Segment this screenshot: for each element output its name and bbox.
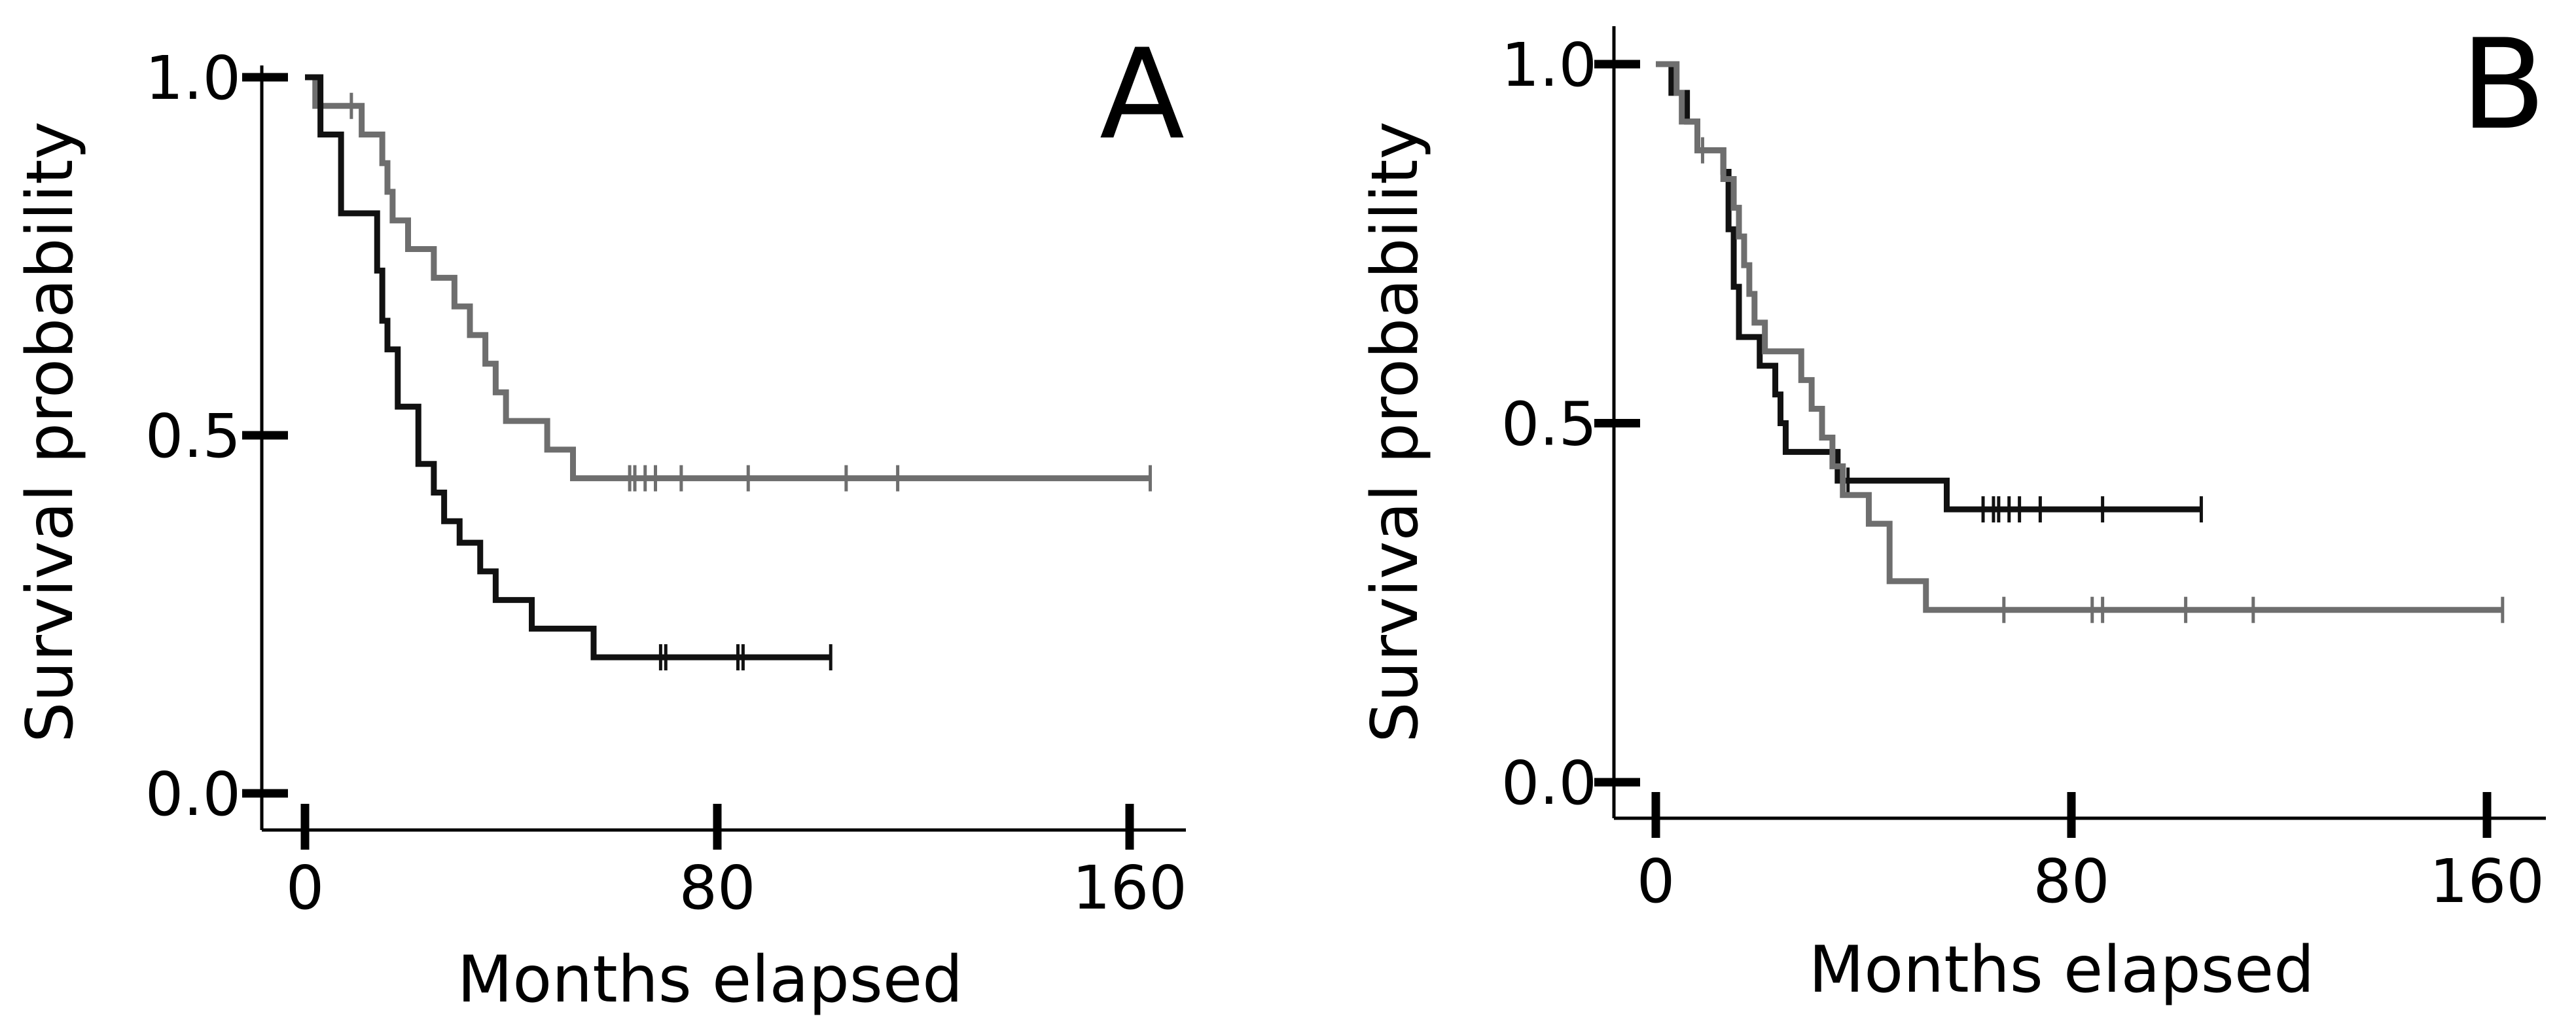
panel-b-x-tick-label: 0	[1637, 846, 1675, 916]
panel-a-y-tick-label: 0.0	[145, 759, 241, 829]
panel-b-y-tick-label: 1.0	[1501, 30, 1597, 100]
panel-b-y-tick-label: 0.0	[1501, 748, 1597, 818]
panel-b-x-axis-title: Months elapsed	[1809, 933, 2315, 1007]
panel-b-y-axis-title: Survival probability	[1358, 121, 1433, 742]
panel-b-survival-curve-2	[1656, 61, 2503, 613]
panel-a-y-tick-label: 0.5	[145, 401, 241, 471]
panel-a-x-tick-label: 80	[679, 853, 755, 923]
panel-a-survival-curve-2	[305, 74, 831, 660]
panel-a: A Survival probability Months elapsed 0.…	[13, 22, 1187, 1017]
panel-a-letter: A	[1100, 22, 1185, 167]
panel-a-x-axis-title: Months elapsed	[457, 943, 963, 1017]
panel-a-y-axis-title: Survival probability	[13, 121, 88, 742]
panel-a-x-tick-label: 160	[1072, 853, 1187, 923]
panel-b-letter: B	[2461, 12, 2546, 157]
panel-b-survival-curve-1	[1656, 61, 2202, 513]
panel-a-survival-curve-1	[305, 74, 1151, 482]
panel-a-x-tick-label: 0	[286, 853, 325, 923]
panel-b-x-tick-label: 160	[2429, 846, 2545, 916]
panel-b: B Survival probability Months elapsed 0.…	[1358, 12, 2546, 1007]
panel-b-y-tick-label: 0.5	[1501, 389, 1597, 460]
panel-a-y-tick-label: 1.0	[145, 43, 241, 113]
panel-b-x-tick-label: 80	[2033, 846, 2109, 916]
